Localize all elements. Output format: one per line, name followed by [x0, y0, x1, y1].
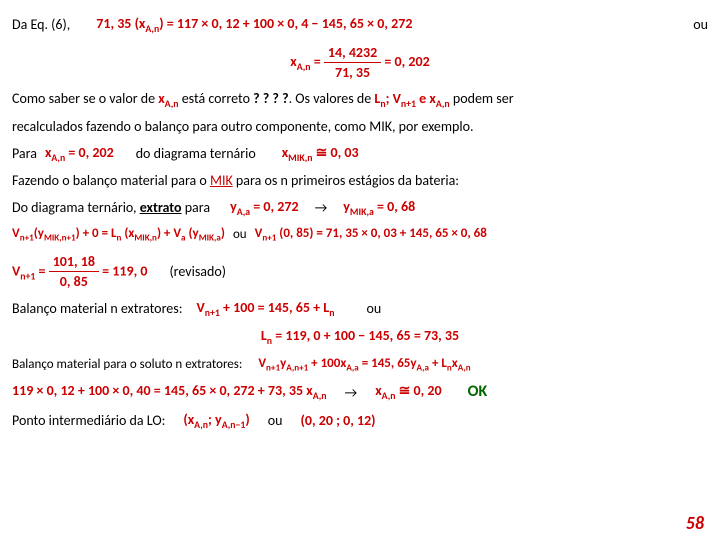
row-recalc: recalculados fazendo o balanço para outr… [12, 117, 708, 137]
row-balance-eq: Vn+1(yMIK,n+1) + 0 = Ln (xMIK,n) + Va (y… [12, 225, 708, 245]
row-final-ok: 119 × 0, 12 + 100 × 0, 40 = 145, 65 × 0,… [12, 381, 708, 404]
eq6-expr: 71, 35 (xA,n) = 117 × 0, 12 + 100 × 0, 4… [96, 14, 412, 37]
row-diagrama-extrato: Do diagrama ternário, extrato para yA,a … [12, 197, 708, 220]
row-eq6: Da Eq. (6), 71, 35 (xA,n) = 117 × 0, 12 … [12, 14, 708, 37]
row-ponto-lo: Ponto intermediário da LO: (xA,n; yA,n−1… [12, 410, 708, 433]
row-balanco-soluto: Balanço material para o soluto n extrato… [12, 355, 708, 375]
row-vnp1-frac: Vn+1 = 101, 180, 85 = 119, 0 (revisado) [12, 252, 708, 292]
row-como-saber: Como saber se o valor de xA,n está corre… [12, 89, 708, 112]
xAn-frac: xA,n = 14, 423271, 35 = 0, 202 [290, 53, 429, 70]
row-para: Para xA,n = 0, 202 do diagrama ternário … [12, 143, 708, 166]
row-xAn-frac: xA,n = 14, 423271, 35 = 0, 202 [12, 43, 708, 83]
row-balanco-n: Balanço material n extratores: Vn+1 + 10… [12, 298, 708, 321]
label-eq6: Da Eq. (6), [12, 15, 70, 35]
row-fazendo: Fazendo o balanço material para o MIK pa… [12, 171, 708, 191]
ok-label: OK [468, 381, 488, 403]
row-ln: Ln = 119, 0 + 100 − 145, 65 = 73, 35 [12, 326, 708, 349]
ou-1: ou [693, 15, 708, 35]
page-number: 58 [686, 512, 704, 534]
